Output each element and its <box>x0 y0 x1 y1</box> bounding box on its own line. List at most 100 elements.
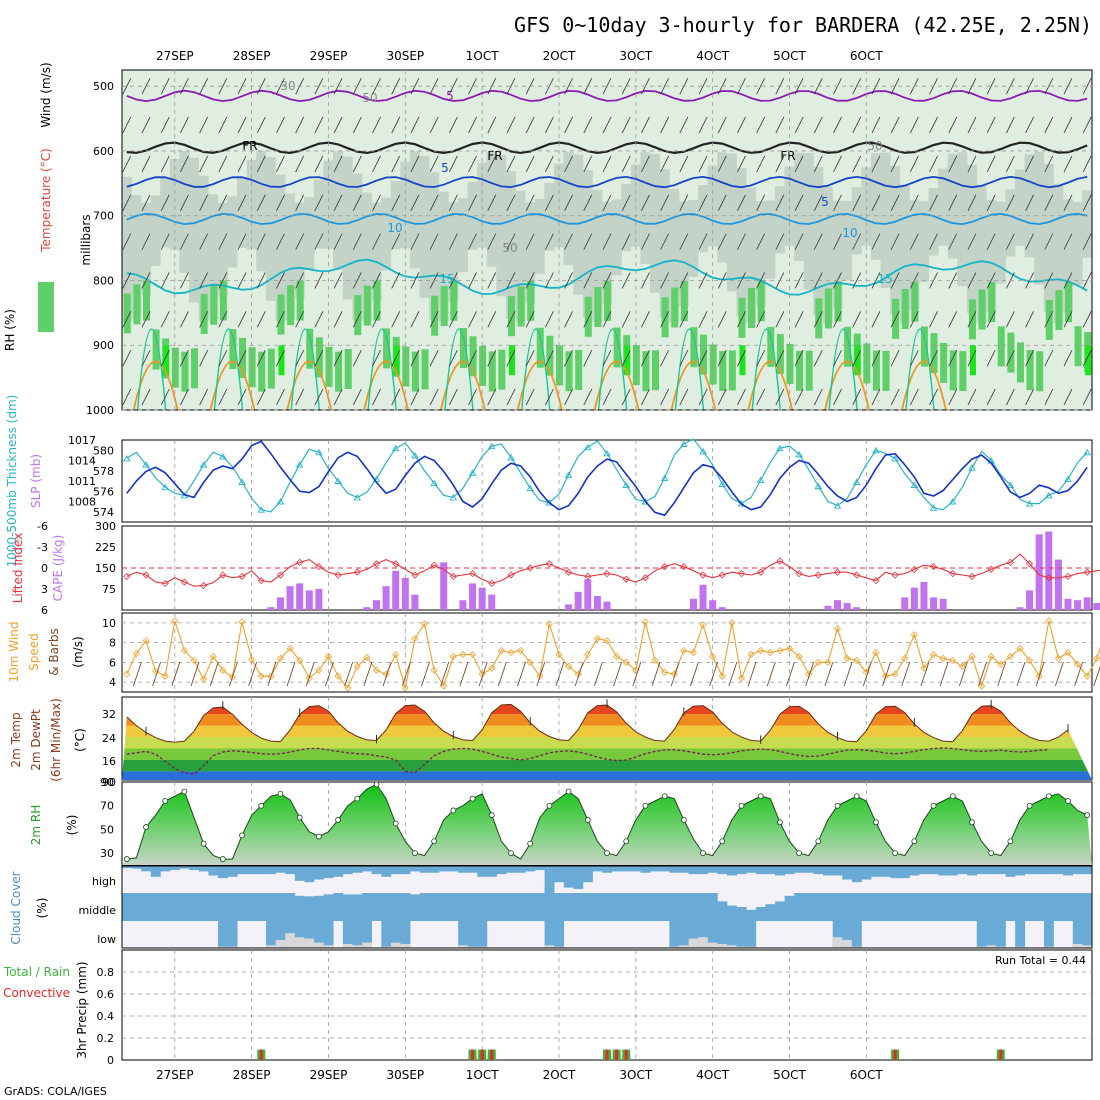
cloud-cell <box>602 893 613 921</box>
warm-core-contour <box>286 360 333 411</box>
wind-speed-point <box>958 662 966 670</box>
upper-wind-barb <box>525 233 535 250</box>
upper-wind-barb <box>1044 233 1054 250</box>
cloud-cell <box>141 893 152 921</box>
upper-wind-barb <box>871 116 881 134</box>
rh-point <box>450 807 457 814</box>
upper-wind-barb <box>468 194 477 211</box>
date-label-bottom: 2OCT <box>543 1068 576 1082</box>
upper-wind-barb <box>487 233 497 250</box>
rh-moist-band <box>1053 183 1064 324</box>
cloud-cell <box>496 893 507 921</box>
upper-wind-barb <box>545 194 554 211</box>
thickness-point <box>583 443 592 451</box>
rh-wet-patch <box>728 350 736 391</box>
cloud-cell-base <box>1015 921 1026 948</box>
upper-wind-barb <box>641 116 650 134</box>
cloud-cell <box>429 893 440 921</box>
upper-wind-barb <box>986 155 996 173</box>
rh-point <box>700 850 706 857</box>
wind-label-b: Speed <box>27 633 41 671</box>
wind-speed-point <box>180 646 188 655</box>
cloud-cell <box>467 893 478 921</box>
thickness-point <box>430 479 438 486</box>
lifted-index-point <box>315 563 323 571</box>
cape-bar <box>1074 600 1082 610</box>
upper-wind-barb <box>295 233 305 250</box>
upper-wind-barb <box>775 194 785 211</box>
wind-speed-point <box>171 617 179 625</box>
upper-wind-barb <box>276 155 285 173</box>
rh-moist-band <box>227 196 238 268</box>
cloud-cell <box>237 893 248 921</box>
upper-wind-barb <box>545 155 554 173</box>
rh-wet-patch <box>402 346 410 387</box>
upper-wind-barb <box>909 350 919 367</box>
lifted-index-point <box>565 568 573 576</box>
date-label-bottom: 29SEP <box>310 1068 348 1082</box>
wind-speed-point <box>190 656 198 664</box>
thickness-point <box>1044 491 1053 499</box>
rh-moist-band <box>640 152 651 264</box>
upper-wind-barb <box>717 194 727 211</box>
rh-wet-patch <box>1045 299 1053 340</box>
rh-wet-patch <box>133 284 141 325</box>
slp-ytick-label: 1011 <box>68 475 96 488</box>
upper-wind-barb <box>986 311 996 328</box>
upper-wind-barb <box>909 155 919 173</box>
wind-speed-point <box>1026 656 1034 664</box>
cloud-cell <box>698 937 709 948</box>
cloud-cell <box>976 866 987 875</box>
cloud-cell-base <box>976 921 987 948</box>
rh-moist-band <box>150 195 161 266</box>
thickness-point <box>353 494 362 501</box>
thickness-point <box>219 453 227 460</box>
lifted-index-point <box>622 575 630 583</box>
upper-wind-barb <box>295 388 305 406</box>
rh-point <box>969 819 975 826</box>
upper-wind-barb <box>468 350 477 367</box>
cape-bar <box>363 607 371 610</box>
cloud-cell <box>938 893 949 921</box>
cloud-layer-label: low <box>97 933 116 946</box>
rh-moist-band <box>1024 154 1035 258</box>
temp-band <box>122 737 1092 749</box>
rh-moist-band <box>419 155 430 298</box>
thickness-point <box>199 461 208 468</box>
rh-point <box>680 817 687 823</box>
temp-label-c: (6hr Min/Max) <box>49 698 63 782</box>
lifted-index-point <box>257 577 265 585</box>
wind-speed-point <box>977 682 986 690</box>
wind-speed-point <box>526 658 534 666</box>
surface-wind-barb <box>497 661 507 687</box>
cloud-cell <box>803 866 814 873</box>
wind-speed-point <box>929 650 938 659</box>
surface-wind-barb <box>152 661 162 687</box>
rh-wet-patch <box>959 351 967 392</box>
cloud-cell <box>438 893 449 921</box>
upper-wind-barb <box>833 311 842 328</box>
rh-moist-band <box>438 191 449 322</box>
upper-wind-barb <box>314 388 324 406</box>
upper-wind-barb <box>737 311 746 328</box>
cloud-cell <box>650 893 661 921</box>
wind-speed-point <box>728 619 736 627</box>
rh-wet-patch <box>642 351 650 392</box>
upper-wind-barb <box>314 233 324 250</box>
cloud-cell <box>525 866 536 872</box>
upper-wind-barb <box>218 350 228 367</box>
upper-wind-barb <box>583 194 593 211</box>
precip-convective-bar <box>893 1049 897 1060</box>
thickness-point <box>833 502 842 509</box>
upper-wind-barb <box>794 194 804 211</box>
upper-wind-barb <box>717 350 727 367</box>
cape-bar <box>267 607 275 610</box>
upper-wind-barb <box>314 78 324 95</box>
warm-core-contour <box>363 360 409 411</box>
rh-point <box>604 850 610 857</box>
rh-wet-patch <box>978 289 986 330</box>
wind-speed-point <box>420 620 429 628</box>
upper-wind-barb <box>564 350 573 367</box>
rh-wet-patch <box>363 285 371 326</box>
cloud-cell <box>1015 866 1026 876</box>
